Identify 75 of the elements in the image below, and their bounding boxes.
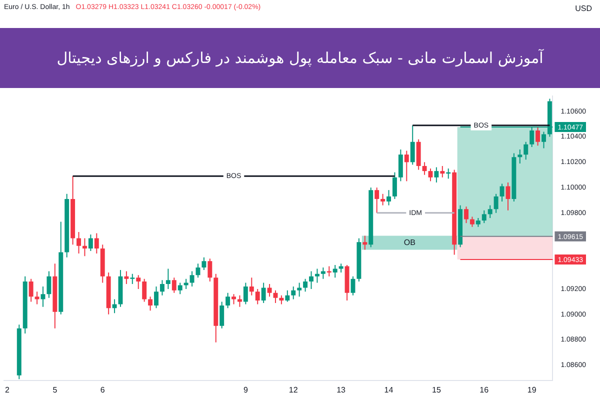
candlestick: [88, 234, 93, 252]
candlestick: [249, 277, 254, 296]
candlestick: [160, 280, 164, 296]
candlestick: [440, 165, 445, 178]
candlestick: [208, 258, 212, 282]
candlestick: [297, 282, 302, 298]
candlestick: [28, 278, 34, 302]
candlestick: [303, 278, 308, 292]
candlestick: [428, 168, 433, 182]
candlestick: [184, 278, 188, 290]
candlestick: [202, 256, 206, 271]
candlestick: [255, 288, 260, 305]
candlestick: [524, 141, 528, 160]
candlestick: [226, 292, 230, 309]
candlestick: [243, 282, 248, 305]
candlestick: [261, 282, 266, 304]
x-tick-label: 19: [527, 385, 537, 394]
candlestick: [470, 216, 474, 228]
candlestick: [380, 193, 386, 206]
candlestick: [386, 190, 391, 206]
x-tick-label: 5: [52, 385, 58, 394]
candlestick: [148, 296, 153, 312]
candlestick: [285, 290, 290, 302]
x-tick-label: 12: [288, 385, 298, 394]
candlestick: [291, 286, 296, 300]
x-tick-label: 9: [243, 385, 248, 394]
x-tick-label: 6: [100, 385, 106, 394]
candlestick: [518, 148, 522, 164]
candlestick: [332, 264, 338, 278]
candlestick: [112, 298, 117, 314]
candlestick: [178, 282, 182, 295]
candlestick: [220, 301, 224, 329]
candlestick: [166, 268, 170, 290]
candlestick: [267, 283, 272, 298]
candlestick: [232, 294, 236, 305]
candlestick: [536, 126, 540, 146]
candlestick: [500, 183, 504, 202]
candlestick: [237, 294, 242, 308]
candlestick: [434, 166, 439, 183]
candlestick: [76, 231, 81, 254]
candlestick: [34, 291, 40, 305]
chart-title: آموزش اسمارت مانی - سبک معامله پول هوشمند در فارکس و ارزهای دیجیتال: [0, 28, 600, 88]
candlestick: [494, 193, 498, 214]
x-tick-label: 14: [384, 385, 394, 394]
candlestick: [309, 270, 314, 290]
candlestick: [320, 266, 326, 280]
candlestick: [142, 278, 147, 302]
candlestick: [542, 131, 546, 149]
candlestick: [422, 162, 427, 176]
candlestick: [94, 232, 99, 254]
candlestick: [488, 204, 492, 218]
candlestick: [46, 270, 52, 298]
candlestick: [374, 187, 380, 214]
candlestick: [154, 286, 158, 309]
candlestick: [362, 235, 368, 250]
x-tick-label: 13: [336, 385, 346, 394]
x-tick-label: 15: [432, 385, 442, 394]
candlestick: [190, 270, 194, 288]
candlestick: [464, 206, 468, 224]
candlestick: [130, 273, 135, 284]
candlestick: [314, 268, 320, 284]
band-label: OB: [404, 238, 416, 247]
candlestick: [392, 172, 397, 200]
candlestick: [172, 277, 176, 294]
candlestick: [482, 210, 486, 224]
candlestick: [398, 148, 403, 182]
candlestick: [410, 124, 415, 166]
candlestick: [82, 238, 87, 257]
text: USD: [575, 4, 592, 13]
candlestick: [350, 276, 356, 296]
x-tick-label: 16: [480, 385, 490, 394]
candlestick: [124, 270, 129, 284]
candlestick: [404, 150, 409, 182]
candlestick: [136, 274, 141, 290]
x-tick-label: 2: [5, 385, 10, 394]
